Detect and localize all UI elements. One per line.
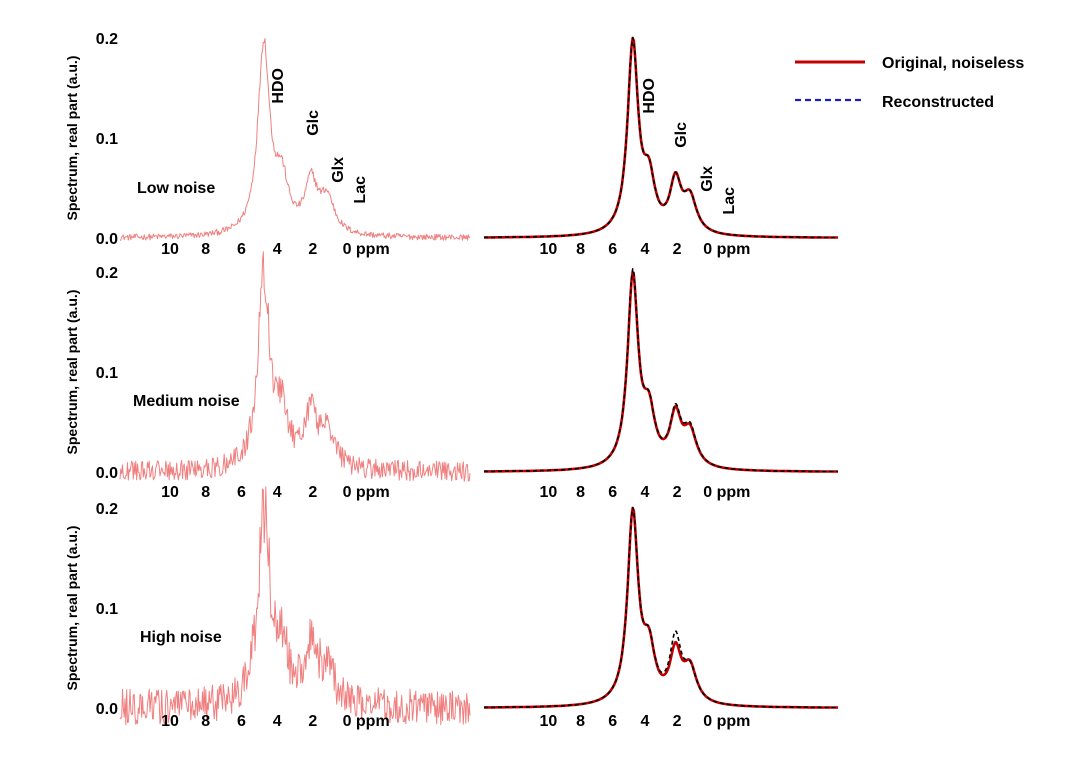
panel-1-right: 10 8 6 4 2 0 ppm [483, 268, 839, 501]
x-tick-label: 2 [308, 484, 317, 501]
x-tick-label: 8 [201, 241, 210, 258]
x-tick-label: 8 [201, 713, 210, 730]
series-line-noisy [119, 486, 471, 726]
noise-level-label: Low noise [137, 180, 215, 197]
panel-2-left: 10 8 6 4 2 0 ppm 0.0 0.1 0.2 Spectrum, real part … [64, 486, 471, 730]
noise-level-label: High noise [140, 629, 222, 646]
x-tick-label: 10 [539, 484, 557, 501]
x-tick-label: 0 ppm [703, 241, 750, 258]
y-axis-label: Spectrum, real part (a.u.) [64, 526, 80, 691]
y-tick-label: 0.0 [96, 701, 118, 718]
x-tick-label: 6 [237, 484, 246, 501]
x-tick-label: 4 [640, 713, 649, 730]
x-tick-label: 6 [237, 713, 246, 730]
peak-label-glx: Glx [699, 166, 716, 192]
x-tick-label: 10 [539, 241, 557, 258]
x-tick-label: 0 ppm [343, 241, 390, 258]
x-tick-label: 2 [308, 713, 317, 730]
y-tick-label: 0.2 [96, 31, 118, 48]
x-tick-label: 10 [539, 713, 557, 730]
peak-label-hdo: HDO [641, 78, 658, 114]
y-axis-label: Spectrum, real part (a.u.) [64, 56, 80, 221]
x-tick-label: 6 [608, 484, 617, 501]
series-line-original [483, 270, 839, 473]
panels-layer: 10 8 6 4 2 0 ppm 0.0 0.1 0.2 Spectrum, real part … [64, 31, 839, 730]
x-tick-label: 8 [576, 241, 585, 258]
panel-2-right: 10 8 6 4 2 0 ppm [483, 506, 839, 730]
x-tick-label: 10 [161, 241, 179, 258]
peak-label-hdo: HDO [270, 68, 287, 104]
y-tick-label: 0.1 [96, 131, 118, 148]
series-line-noisy [120, 38, 471, 241]
x-tick-label: 8 [576, 713, 585, 730]
x-tick-label: 6 [237, 241, 246, 258]
noise-level-label: Medium noise [133, 393, 240, 410]
peak-label-glx: Glx [330, 157, 347, 183]
x-tick-label: 4 [273, 484, 282, 501]
y-tick-label: 0.0 [96, 231, 118, 248]
x-tick-label: 6 [608, 713, 617, 730]
panel-0-right: 10 8 6 4 2 0 ppm HDO Glc Glx Lac [483, 36, 839, 258]
series-line-original [483, 506, 839, 709]
x-tick-label: 4 [640, 484, 649, 501]
series-line-reconstructed [484, 37, 839, 239]
x-tick-label: 8 [201, 484, 210, 501]
x-tick-label: 4 [640, 241, 649, 258]
x-tick-label: 2 [673, 241, 682, 258]
y-tick-label: 0.1 [96, 365, 118, 382]
panel-1-left: 10 8 6 4 2 0 ppm 0.0 0.1 0.2 Spectrum, real part … [64, 251, 471, 501]
legend: Original, noiseless Reconstructed [795, 55, 1024, 111]
peak-label-glc: Glc [305, 110, 322, 136]
series-line-noisy [119, 251, 471, 482]
y-tick-label: 0.0 [96, 465, 118, 482]
x-tick-label: 0 ppm [343, 713, 390, 730]
series-line-original [483, 36, 839, 239]
x-tick-label: 4 [273, 241, 282, 258]
y-axis-label: Spectrum, real part (a.u.) [64, 290, 80, 455]
series-line-reconstructed [484, 268, 838, 473]
y-tick-label: 0.2 [96, 501, 118, 518]
peak-label-lac: Lac [721, 187, 738, 215]
y-tick-label: 0.1 [96, 601, 118, 618]
x-tick-label: 0 ppm [343, 484, 390, 501]
legend-label-original: Original, noiseless [882, 55, 1024, 72]
x-tick-label: 8 [576, 484, 585, 501]
x-tick-label: 10 [161, 484, 179, 501]
x-tick-label: 2 [673, 713, 682, 730]
x-tick-label: 2 [673, 484, 682, 501]
x-tick-label: 4 [273, 713, 282, 730]
legend-label-reconstructed: Reconstructed [882, 94, 994, 111]
x-tick-label: 0 ppm [703, 713, 750, 730]
x-tick-label: 10 [161, 713, 179, 730]
x-tick-label: 0 ppm [703, 484, 750, 501]
y-tick-label: 0.2 [96, 265, 118, 282]
series-line-reconstructed [484, 506, 838, 709]
x-tick-label: 6 [608, 241, 617, 258]
x-tick-label: 2 [308, 241, 317, 258]
peak-label-lac: Lac [352, 176, 369, 204]
peak-label-glc: Glc [673, 122, 690, 148]
panel-0-left: 10 8 6 4 2 0 ppm 0.0 0.1 0.2 Spectrum, real part … [64, 31, 471, 258]
